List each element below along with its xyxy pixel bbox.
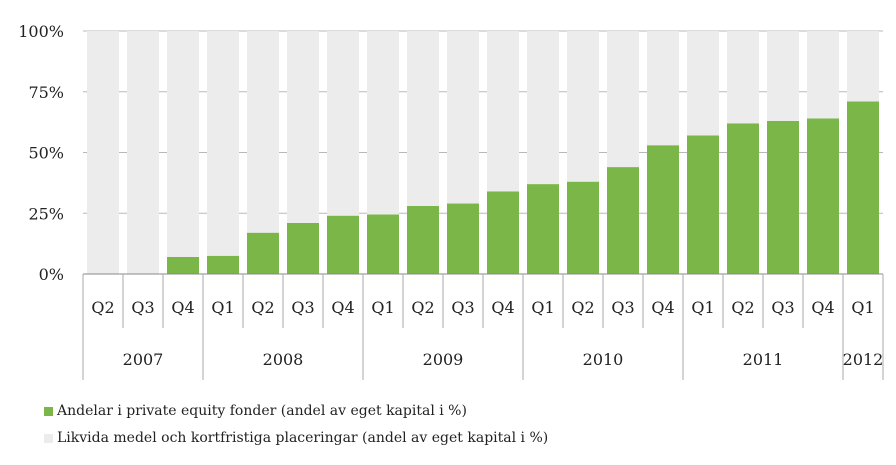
x-tick-label: Q3 [451,298,474,317]
bar-liquid-assets [327,31,359,216]
bar-private-equity [447,203,479,274]
legend-swatch-private-equity [44,406,53,416]
bar-liquid-assets [527,31,559,185]
bar-private-equity [727,123,759,274]
bar-liquid-assets [167,31,199,257]
bar-liquid-assets [687,31,719,136]
bar-liquid-assets [127,31,159,274]
bar-liquid-assets [407,31,439,206]
year-label: 2011 [743,350,784,369]
x-tick-label: Q4 [491,298,514,317]
year-label: 2010 [583,350,624,369]
x-tick-label: Q3 [611,298,634,317]
y-tick-label: 75% [28,83,64,102]
bars [87,31,879,274]
stacked-bar-chart: 0% 25% 50% 75% 100% Q2 Q3 Q4 Q1 Q2 Q3 Q4 Q1 Q2 Q3 Q4 Q1 Q… [18,22,884,380]
bar-private-equity [327,215,359,274]
y-tick-label: 25% [28,204,64,223]
bar-liquid-assets [207,31,239,256]
bar-private-equity [527,184,559,274]
y-tick-label: 50% [28,144,64,163]
bar-liquid-assets [847,31,879,102]
x-tick-label: Q1 [851,298,874,317]
x-tick-label: Q3 [771,298,794,317]
grid-lines [83,30,883,275]
year-label: 2012 [843,350,884,369]
bar-private-equity [807,118,839,274]
x-tick-label: Q1 [211,298,234,317]
legend-item-liquid-assets: Likvida medel och kortfristiga placering… [44,430,548,446]
bar-private-equity [207,255,239,274]
bar-liquid-assets [767,31,799,121]
x-tick-label: Q4 [811,298,834,317]
x-tick-label: Q3 [131,298,154,317]
year-label: 2007 [123,350,164,369]
y-tick-label: 100% [18,22,64,41]
bar-private-equity [287,222,319,274]
bar-liquid-assets [367,31,399,215]
bar-private-equity [767,120,799,274]
x-tick-label: Q4 [651,298,674,317]
bar-private-equity [647,145,679,274]
x-tick-label: Q2 [731,298,754,317]
bar-private-equity [167,256,199,274]
bar-liquid-assets [647,31,679,146]
x-tick-label: Q2 [571,298,594,317]
year-label: 2009 [423,350,464,369]
x-tick-label: Q2 [91,298,114,317]
bar-liquid-assets [727,31,759,124]
x-tick-label: Q1 [691,298,714,317]
x-tick-label: Q1 [531,298,554,317]
x-tick-label: Q4 [171,298,194,317]
bar-liquid-assets [567,31,599,182]
bar-private-equity [567,181,599,274]
bar-liquid-assets [807,31,839,119]
bar-liquid-assets [87,31,119,274]
bar-liquid-assets [447,31,479,204]
legend-item-private-equity: Andelar i private equity fonder (andel a… [44,403,467,419]
x-tick-label: Q1 [371,298,394,317]
bar-liquid-assets [247,31,279,233]
bar-private-equity [247,232,279,274]
bar-private-equity [407,205,439,274]
x-tick-label: Q2 [251,298,274,317]
legend-label-liquid-assets: Likvida medel och kortfristiga placering… [57,430,549,446]
bar-private-equity [847,101,879,274]
bar-private-equity [607,167,639,274]
bar-liquid-assets [487,31,519,192]
bar-private-equity [367,214,399,274]
y-tick-label: 0% [39,265,64,284]
bar-liquid-assets [607,31,639,168]
legend-label-private-equity: Andelar i private equity fonder (andel a… [57,403,467,419]
legend-swatch-liquid-assets [44,433,53,443]
bar-liquid-assets [287,31,319,223]
bar-private-equity [687,135,719,274]
year-label: 2008 [263,350,304,369]
bar-private-equity [487,191,519,274]
x-tick-label: Q3 [291,298,314,317]
axes: 0% 25% 50% 75% 100% Q2 Q3 Q4 Q1 Q2 Q3 Q4 Q1 Q2 Q3 Q4 Q1 Q… [18,22,884,380]
x-tick-label: Q2 [411,298,434,317]
x-tick-label: Q4 [331,298,354,317]
